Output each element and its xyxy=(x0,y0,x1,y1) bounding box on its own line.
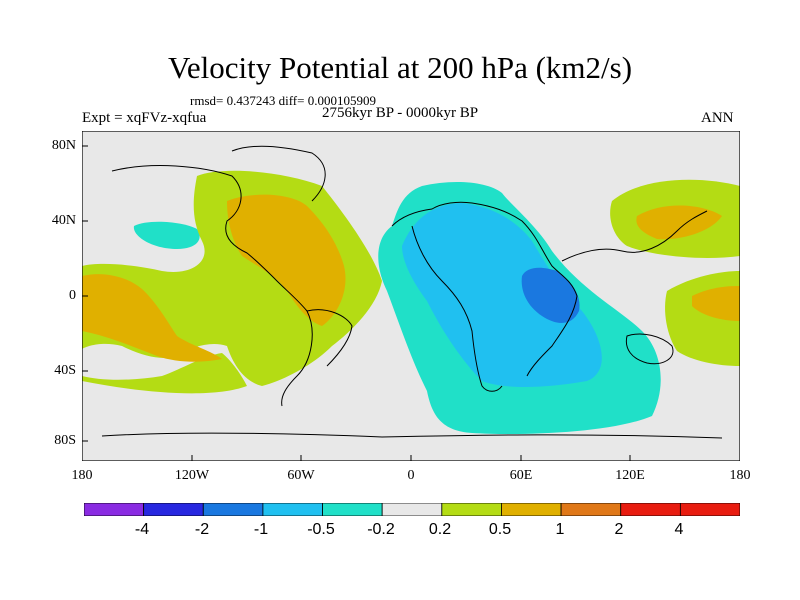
x-tick-label: 60W xyxy=(287,468,315,483)
chart-title: Velocity Potential at 200 hPa (km2/s) xyxy=(167,50,633,85)
x-tick-label: 0 xyxy=(407,468,415,483)
colorbar xyxy=(84,503,740,516)
colorbar-label: -0.2 xyxy=(367,521,395,538)
stats-text: rmsd= 0.437243 diff= 0.000105909 xyxy=(190,93,376,108)
colorbar-box xyxy=(262,503,323,516)
colorbar-box xyxy=(501,503,562,516)
colorbar-box xyxy=(560,503,622,516)
colorbar-box xyxy=(202,503,264,516)
period-label: 2756kyr BP - 0000kyr BP xyxy=(322,105,479,121)
colorbar-box xyxy=(620,503,681,516)
x-tick-label: 180 xyxy=(729,468,751,483)
colorbar-label: 0.5 xyxy=(488,521,512,538)
y-tick-label: 40S xyxy=(54,363,76,378)
colorbar-box xyxy=(322,503,383,516)
velocity-potential-map xyxy=(82,131,740,461)
x-tick-label: 120W xyxy=(174,468,210,483)
colorbar-label: -0.5 xyxy=(307,521,335,538)
x-tick-label: 180 xyxy=(71,468,93,483)
colorbar-label: 0.2 xyxy=(428,521,452,538)
contour-neg-05 xyxy=(402,203,602,387)
y-tick-label: 40N xyxy=(51,213,76,228)
colorbar-box xyxy=(679,503,740,516)
colorbar-label: -4 xyxy=(134,521,150,538)
season-label: ANN xyxy=(701,110,734,126)
colorbar-label: 2 xyxy=(614,521,624,538)
colorbar-label: 1 xyxy=(555,521,565,538)
contour-pos-05-spacific xyxy=(692,286,740,321)
colorbar-label: 4 xyxy=(674,521,684,538)
colorbar-box xyxy=(381,503,443,516)
contour-pos-05-americas xyxy=(227,194,346,326)
contour-pos-05-pacific xyxy=(82,274,222,362)
x-tick-label: 60E xyxy=(509,468,533,483)
colorbar-label: -1 xyxy=(253,521,269,538)
colorbar-box xyxy=(84,503,145,516)
contour-neg-1 xyxy=(521,267,580,323)
x-tick-label: 120E xyxy=(615,468,645,483)
colorbar-box xyxy=(441,503,502,516)
colorbar-box xyxy=(143,503,204,516)
contour-neg-02-atlantic xyxy=(133,221,200,249)
y-tick-label: 80S xyxy=(54,433,76,448)
y-tick-label: 80N xyxy=(51,138,76,153)
tick-marks xyxy=(82,145,631,461)
experiment-label: Expt = xqFVz-xqfua xyxy=(82,110,207,126)
coastlines xyxy=(101,145,723,439)
colorbar-label: -2 xyxy=(194,521,210,538)
y-tick-label: 0 xyxy=(69,288,76,303)
